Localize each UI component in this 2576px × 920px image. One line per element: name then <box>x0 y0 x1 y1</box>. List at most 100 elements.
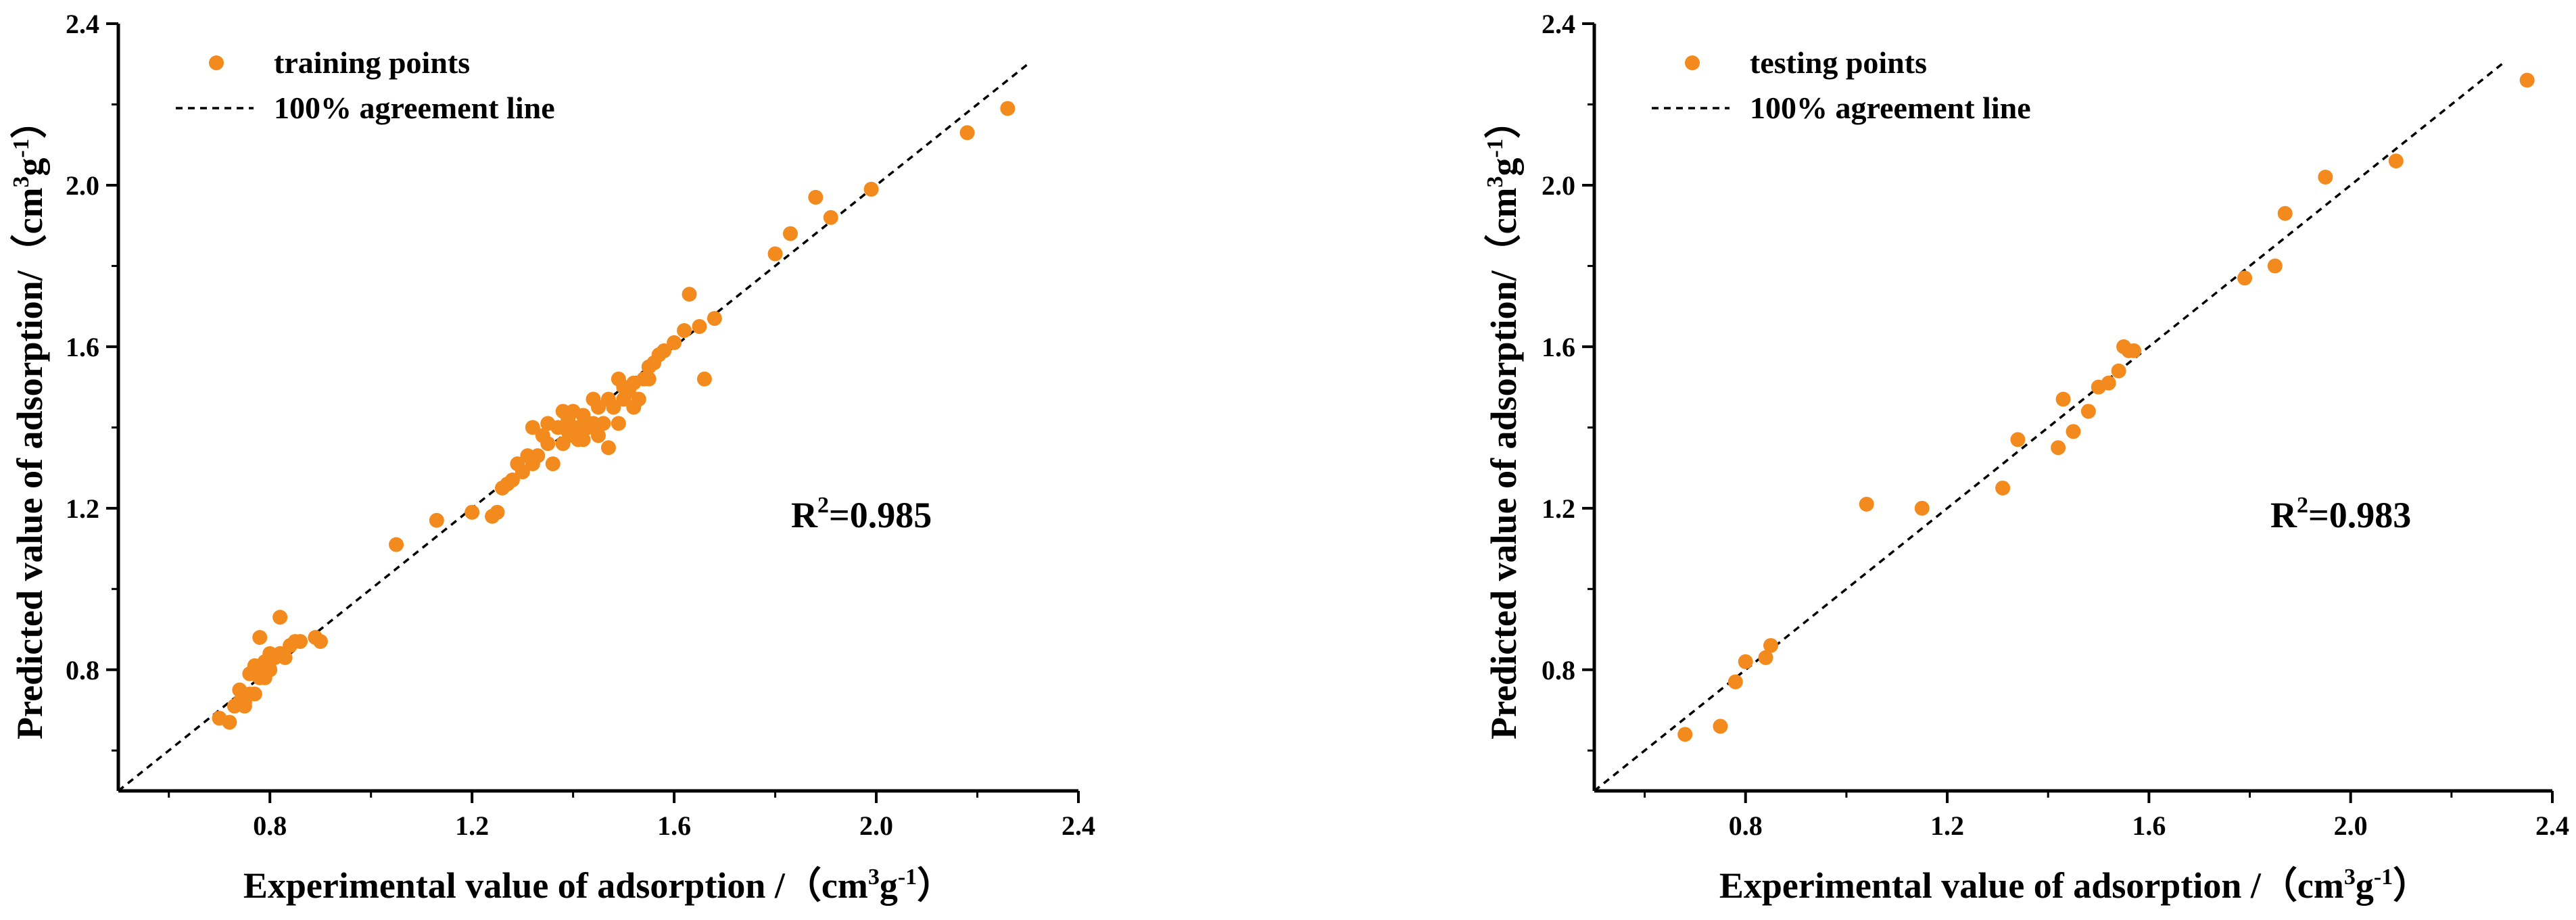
y-tick-label: 1.6 <box>1542 332 1575 362</box>
data-point <box>525 420 540 435</box>
x-title-mid: g <box>2356 865 2374 906</box>
y-title-main: Predicted value of adsorption/（cm <box>1483 187 1524 739</box>
data-point <box>1995 480 2011 495</box>
x-axis-title: Experimental value of adsorption /（cm3g-… <box>1719 865 2429 906</box>
data-point <box>515 464 530 480</box>
x-title-sup1: 3 <box>868 865 880 890</box>
x-tick-label: 2.4 <box>1062 810 1095 841</box>
data-point <box>504 473 520 488</box>
data-point <box>783 226 798 241</box>
data-point <box>389 537 404 552</box>
data-point <box>464 504 480 520</box>
data-point <box>530 448 546 464</box>
data-point <box>667 335 682 350</box>
data-point <box>545 456 560 472</box>
x-title-main: Experimental value of adsorption /（cm <box>1719 865 2344 906</box>
data-point <box>677 323 692 338</box>
y-tick-label: 2.0 <box>66 170 99 201</box>
data-point <box>293 633 308 649</box>
legend-points-label: training points <box>274 45 470 80</box>
x-tick-label: 1.6 <box>2132 810 2166 841</box>
y-title-end: ） <box>1483 102 1524 139</box>
x-title-sup2: -1 <box>2374 865 2393 890</box>
data-point <box>591 428 606 443</box>
data-point <box>2055 391 2071 407</box>
x-tick-label: 1.6 <box>657 810 691 841</box>
x-title-end: ） <box>2393 865 2429 906</box>
data-point <box>575 408 591 423</box>
data-point <box>1000 101 1016 116</box>
r2-value: =0.985 <box>829 495 932 535</box>
legend-point-marker <box>1685 55 1700 70</box>
data-point <box>2267 258 2283 274</box>
y-title-mid: g <box>1483 158 1524 176</box>
y-tick-label: 2.0 <box>1542 170 1575 201</box>
data-point <box>555 436 571 452</box>
data-point <box>1914 500 1930 516</box>
y-title-sup1: 3 <box>1483 176 1508 187</box>
x-axis-title: Experimental value of adsorption /（cm3g-… <box>243 865 953 906</box>
data-point <box>823 210 838 225</box>
data-point <box>277 650 293 665</box>
r2-superscript: 2 <box>2297 493 2308 518</box>
y-tick-label: 1.2 <box>1542 493 1575 524</box>
data-point <box>247 686 262 702</box>
data-point <box>237 698 252 714</box>
data-point <box>606 400 621 415</box>
x-title-mid: g <box>880 865 898 906</box>
data-point <box>692 319 707 335</box>
y-title-end: ） <box>9 102 50 139</box>
data-point <box>429 512 444 528</box>
y-tick-label: 0.8 <box>66 655 99 685</box>
data-point <box>262 662 278 677</box>
x-tick-label: 0.8 <box>253 810 287 841</box>
r2-prefix: R <box>2270 495 2297 535</box>
data-point <box>657 343 672 358</box>
data-point <box>1713 719 1728 734</box>
x-tick-label: 1.2 <box>455 810 489 841</box>
data-point <box>2519 72 2535 88</box>
legend-points-label: testing points <box>1750 45 1927 80</box>
data-point <box>2080 404 2096 419</box>
data-point <box>540 436 556 452</box>
data-point <box>2051 440 2066 456</box>
data-point <box>2318 170 2333 185</box>
x-tick-label: 0.8 <box>1729 810 1763 841</box>
legend-line-label: 100% agreement line <box>274 91 555 125</box>
data-point <box>312 633 328 649</box>
x-title-main: Experimental value of adsorption /（cm <box>243 865 868 906</box>
y-title-sup2: -1 <box>1483 139 1508 158</box>
data-point <box>1738 654 1753 669</box>
data-point <box>2111 363 2126 379</box>
legend-line-label: 100% agreement line <box>1750 91 2031 125</box>
data-point <box>272 610 288 625</box>
data-point <box>591 400 606 415</box>
x-tick-label: 2.4 <box>2535 810 2569 841</box>
data-point <box>808 189 824 205</box>
x-title-sup2: -1 <box>898 865 917 890</box>
data-point <box>2277 205 2293 221</box>
y-tick-label: 2.4 <box>1542 9 1575 39</box>
data-point <box>490 504 505 520</box>
data-point <box>707 311 722 326</box>
y-tick-label: 1.6 <box>66 332 99 362</box>
data-point <box>1763 637 1779 653</box>
data-point <box>863 181 879 197</box>
data-point <box>596 416 611 431</box>
data-point <box>2126 343 2141 358</box>
testing-chart: 0.8 1.2 1.6 2.0 2.4 0.8 1.2 1.6 2.0 2.4 testing po… <box>1483 9 2569 906</box>
x-tick-label: 2.0 <box>859 810 893 841</box>
data-point <box>2101 375 2116 391</box>
y-axis-title: Predicted value of adsorption/（cm3g-1） <box>1483 102 1524 740</box>
y-title-mid: g <box>9 158 50 176</box>
data-point <box>682 287 697 302</box>
r-squared-annotation: R2=0.985 <box>791 493 932 535</box>
data-point <box>2237 270 2253 286</box>
data-point <box>767 246 783 262</box>
data-point <box>2388 153 2404 169</box>
data-point <box>600 440 616 456</box>
x-tick-label: 1.2 <box>1930 810 1964 841</box>
data-point <box>252 630 268 645</box>
data-point <box>1677 727 1693 742</box>
